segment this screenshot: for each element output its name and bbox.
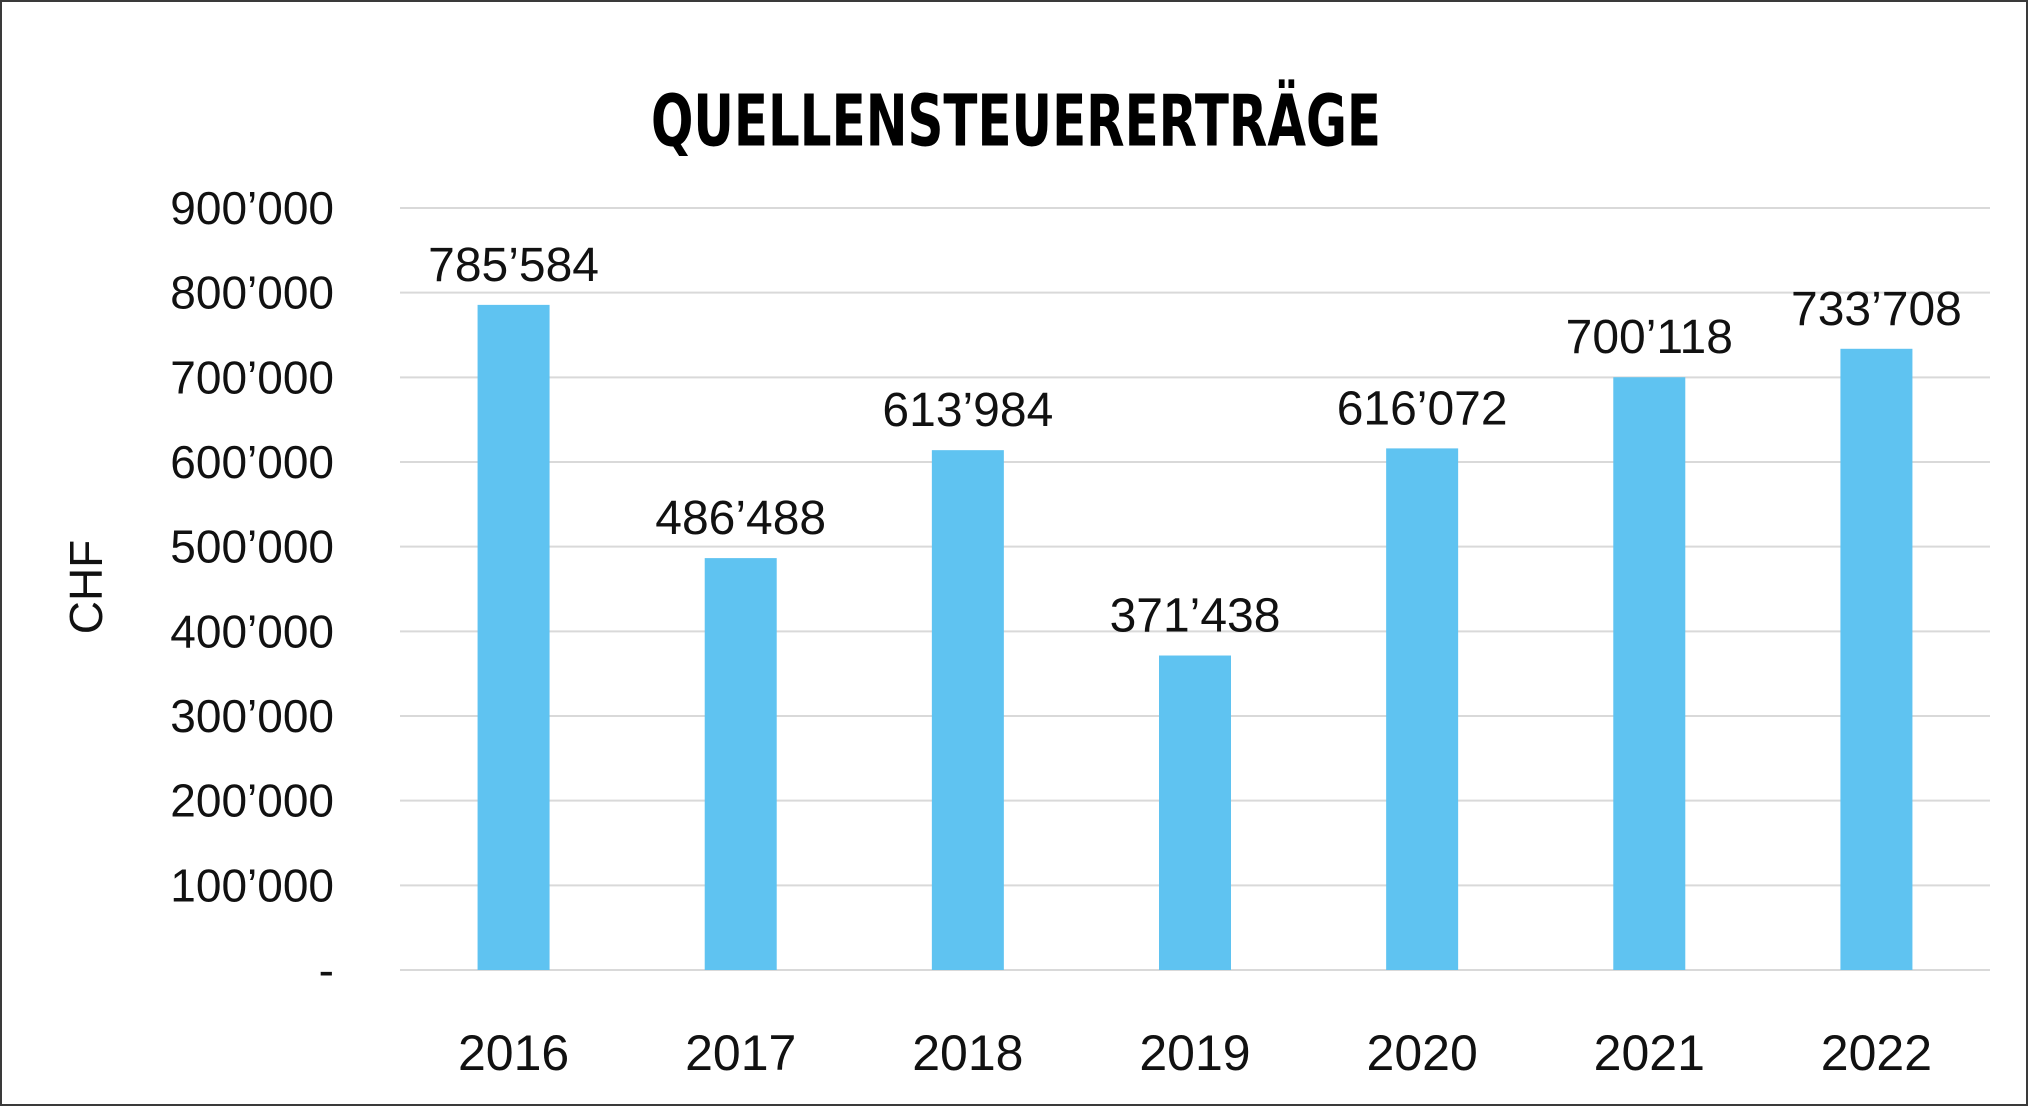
- data-label: 700’118: [1566, 311, 1733, 364]
- bar: [1613, 377, 1686, 971]
- y-tick-label: -: [319, 944, 334, 996]
- data-label: 785’584: [428, 239, 599, 292]
- bar: [704, 558, 777, 970]
- y-tick-label: 800’000: [170, 267, 334, 319]
- bar: [1840, 348, 1913, 970]
- x-tick-label: 2018: [912, 1025, 1023, 1081]
- y-tick-label: 400’000: [170, 605, 334, 657]
- gridlines: [400, 207, 1990, 971]
- y-tick-label: 100’000: [170, 859, 334, 911]
- data-label: 613’984: [882, 384, 1053, 437]
- y-tick-label: 900’000: [170, 182, 334, 234]
- x-tick-label: 2016: [458, 1025, 569, 1081]
- data-label: 371’438: [1110, 590, 1281, 643]
- bar: [1386, 448, 1459, 971]
- y-axis-label: CHF: [60, 540, 112, 635]
- y-tick-label: 600’000: [170, 436, 334, 488]
- y-tick-label: 200’000: [170, 775, 334, 827]
- bars: [477, 304, 1913, 971]
- x-tick-label: 2022: [1821, 1025, 1932, 1081]
- x-tick-label: 2021: [1594, 1025, 1705, 1081]
- data-label: 616’072: [1337, 382, 1508, 435]
- y-tick-label: 700’000: [170, 351, 334, 403]
- bar: [1159, 655, 1231, 970]
- x-tick-label: 2019: [1139, 1025, 1250, 1081]
- data-labels: 785’584 486’488 613’984 371’438 616’072 700’1…: [428, 239, 1962, 643]
- data-label: 486’488: [655, 492, 826, 545]
- x-tick-label: 2017: [685, 1025, 796, 1081]
- x-tick-label: 2020: [1367, 1025, 1478, 1081]
- y-axis-ticks: - 100’000 200’000 300’000 400’000 500’000 600’…: [170, 182, 334, 996]
- bar: [931, 450, 1004, 970]
- chart-title: QUELLENSTEUERERTRÄGE: [651, 78, 1381, 163]
- x-axis-ticks: 2016 2017 2018 2019 2020 2021 2022: [458, 1025, 1932, 1081]
- bar: [477, 304, 550, 971]
- y-tick-label: 300’000: [170, 690, 334, 742]
- y-tick-label: 500’000: [170, 521, 334, 573]
- data-label: 733’708: [1791, 283, 1962, 336]
